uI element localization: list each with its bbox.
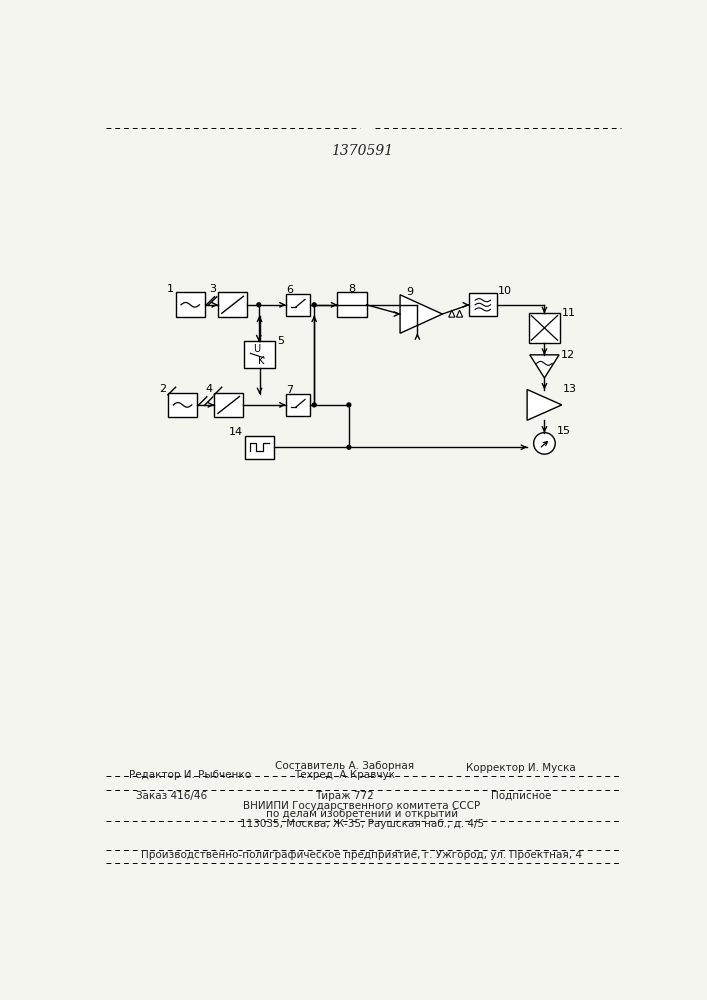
Text: 10: 10 [498,286,513,296]
Text: 2: 2 [159,384,166,394]
Bar [529,313,560,343]
Text: Тираж 772: Тираж 772 [315,791,373,801]
Bar [218,292,247,317]
Text: Заказ 416/46: Заказ 416/46 [136,791,207,801]
Text: Редактор И. Рыбченко: Редактор И. Рыбченко [129,770,251,780]
Bar [244,341,275,368]
Text: 13: 13 [563,384,578,394]
Text: 4: 4 [206,384,213,394]
Text: ВНИИПИ Государственного комитета СССР: ВНИИПИ Государственного комитета СССР [243,801,481,811]
Text: 7: 7 [286,385,293,395]
Text: Корректор И. Муска: Корректор И. Муска [467,763,576,773]
Text: 8: 8 [349,284,356,294]
Text: 11: 11 [561,308,575,318]
Text: K: K [258,356,264,366]
Polygon shape [530,355,559,378]
Text: по делам изобретений и открытий: по делам изобретений и открытий [266,809,458,819]
Text: 3: 3 [209,284,216,294]
Bar [214,393,243,417]
Circle shape [257,303,261,307]
Bar [168,393,197,417]
Polygon shape [400,295,443,333]
Bar [286,394,310,416]
Polygon shape [449,310,455,317]
Text: U: U [253,344,260,354]
Bar [245,436,274,459]
Bar [175,292,205,317]
Text: 113035, Москва, Ж-35, Раушская наб., д. 4/5: 113035, Москва, Ж-35, Раушская наб., д. … [240,819,484,829]
Bar [286,294,310,316]
Text: Производственно-полиграфическое предприятие, г. Ужгород, ул. Проектная, 4: Производственно-полиграфическое предприя… [141,850,583,860]
Circle shape [534,433,555,454]
Text: Техред  А.Кравчук: Техред А.Кравчук [293,770,395,780]
Circle shape [347,403,351,407]
Bar [337,292,366,317]
Text: 1370591: 1370591 [331,144,393,158]
Text: Подписное: Подписное [491,791,551,801]
Text: 12: 12 [561,350,575,360]
Text: 5: 5 [277,336,284,346]
Text: 15: 15 [557,426,571,436]
Bar [469,293,497,316]
Circle shape [312,403,316,407]
Text: 6: 6 [286,285,293,295]
Circle shape [347,445,351,449]
Polygon shape [457,310,462,317]
Text: Составитель А. Заборная: Составитель А. Заборная [275,761,414,771]
Polygon shape [527,389,562,420]
Circle shape [312,303,316,307]
Text: 9: 9 [407,287,414,297]
Text: 14: 14 [229,427,243,437]
Text: 1: 1 [167,284,174,294]
